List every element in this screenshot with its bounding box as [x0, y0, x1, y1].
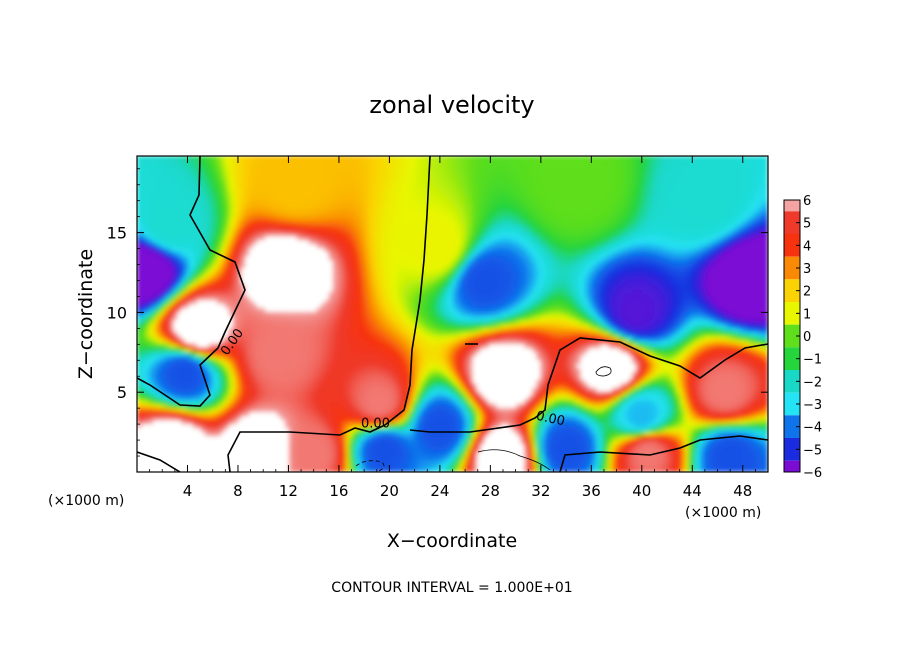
- contour-label: 0.00: [535, 409, 566, 430]
- colorbar-swatch: [784, 302, 800, 314]
- contour-line: [477, 449, 551, 471]
- colorbar-swatch: [784, 370, 800, 382]
- colorbar-swatch: [784, 268, 800, 280]
- zero-contour-lines: [137, 156, 768, 472]
- colorbar-swatch: [784, 245, 800, 257]
- contour-line: [595, 366, 612, 377]
- x-tick-label: 32: [531, 482, 550, 500]
- colorbar-swatch: [784, 200, 800, 212]
- contour-line: [355, 460, 385, 472]
- x-tick-label: 8: [233, 482, 243, 500]
- colorbar-swatch: [784, 426, 800, 438]
- x-tick-label: 4: [183, 482, 193, 500]
- colorbar-swatch: [784, 222, 800, 234]
- colorbar-tick-label: 5: [803, 217, 811, 232]
- x-tick-label: 44: [683, 482, 702, 500]
- y-axis-label: Z−coordinate: [75, 249, 97, 379]
- contour-label: 0.00: [361, 416, 390, 431]
- x-axis: 4 8 12 16 20 24 28 32 36 40 44 48: [149, 156, 756, 500]
- y-tick-label: 10: [107, 303, 127, 322]
- colorbar-swatch: [784, 358, 800, 370]
- x-tick-label: 24: [430, 482, 449, 500]
- footer-note: CONTOUR INTERVAL = 1.000E+01: [331, 580, 572, 596]
- colorbar-tick-label: 1: [803, 307, 811, 322]
- x-unit-left: (×1000 m): [48, 493, 124, 509]
- colorbar: 6 5 4 3 2 1 0 −1 −2 −3 −4 −5 −6: [783, 194, 822, 481]
- y-tick-label: 15: [107, 224, 127, 243]
- x-unit-right: (×1000 m): [685, 505, 761, 521]
- contour-line: [137, 156, 246, 407]
- colorbar-swatch: [784, 392, 800, 405]
- x-tick-label: 20: [380, 482, 399, 500]
- colorbar-swatch: [784, 415, 800, 428]
- contour-line: [559, 435, 768, 472]
- x-axis-label: X−coordinate: [387, 530, 517, 552]
- x-tick-label: 40: [632, 482, 651, 500]
- contour-line: [227, 156, 431, 472]
- colorbar-tick-label: 0: [803, 330, 811, 345]
- x-tick-label: 12: [279, 482, 298, 500]
- x-tick-label: 28: [481, 482, 500, 500]
- contour-line: [409, 337, 768, 433]
- colorbar-tick-label: 6: [803, 194, 811, 209]
- x-tick-label: 16: [329, 482, 348, 500]
- velocity-field: [137, 156, 768, 472]
- colorbar-tick-label: −4: [803, 421, 822, 436]
- colorbar-swatch: [784, 234, 800, 246]
- y-axis: 5 10 15: [107, 168, 768, 457]
- chart-title: zonal velocity: [369, 91, 534, 119]
- colorbar-tick-label: 3: [803, 262, 811, 277]
- colorbar-swatch: [784, 449, 800, 461]
- contour-line: [137, 451, 181, 472]
- colorbar-tick-label: 4: [803, 239, 811, 254]
- colorbar-swatch: [784, 438, 800, 450]
- colorbar-swatch: [784, 336, 800, 348]
- y-tick-label: 5: [117, 383, 127, 402]
- colorbar-tick-label: −6: [803, 466, 822, 481]
- colorbar-swatch: [784, 460, 800, 473]
- colorbar-swatch: [784, 256, 800, 269]
- colorbar-swatch: [784, 381, 800, 393]
- x-tick-label: 48: [733, 482, 752, 500]
- colorbar-swatch: [784, 279, 800, 292]
- colorbar-swatch: [784, 347, 800, 360]
- colorbar-swatch: [784, 211, 800, 224]
- colorbar-tick-label: 2: [803, 285, 811, 300]
- colorbar-swatch: [784, 324, 800, 337]
- colorbar-tick-label: −5: [803, 443, 822, 458]
- colorbar-swatch: [784, 404, 800, 416]
- colorbar-tick-label: −2: [803, 375, 822, 390]
- colorbar-swatch: [784, 313, 800, 325]
- colorbar-tick-label: −3: [803, 398, 822, 413]
- colorbar-tick-label: −1: [803, 353, 822, 368]
- plot-area: [137, 156, 768, 472]
- x-tick-label: 36: [582, 482, 601, 500]
- colorbar-swatch: [784, 290, 800, 302]
